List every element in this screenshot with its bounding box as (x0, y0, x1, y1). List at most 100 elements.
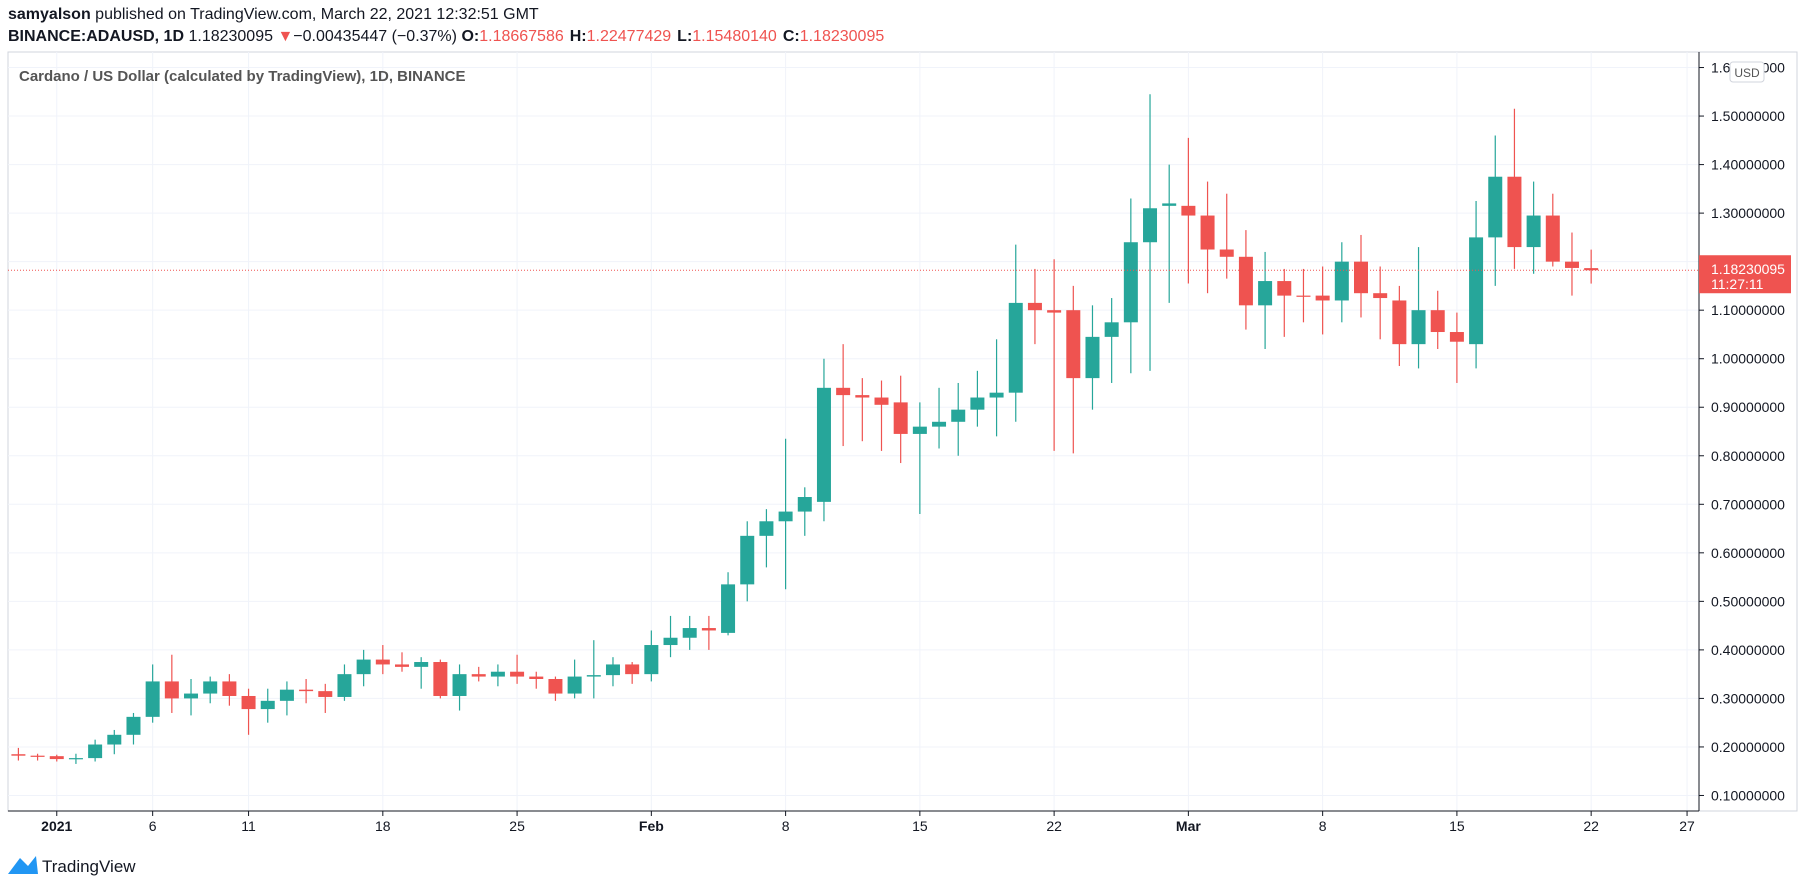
ohlc-value: 1.18667586 (479, 28, 564, 45)
candle-body (529, 676, 544, 679)
brand-logo (8, 856, 38, 874)
y-tick-label: 0.20000000 (1711, 739, 1785, 755)
candle-body (510, 671, 525, 677)
x-tick-label: 27 (1679, 818, 1695, 834)
x-tick-label: 15 (912, 818, 928, 834)
candle-body (682, 628, 697, 638)
y-tick-label: 1.00000000 (1711, 351, 1785, 367)
candle-body (567, 676, 582, 694)
brand: TradingView (42, 857, 136, 876)
candle-body (759, 521, 774, 536)
candle-body (260, 700, 275, 710)
candle-body (1027, 302, 1042, 311)
x-tick-label: 22 (1583, 818, 1599, 834)
candle-body (1545, 215, 1560, 262)
x-tick-label: 18 (375, 818, 391, 834)
candle-body (1392, 300, 1407, 345)
candle-body (1123, 242, 1138, 323)
candle-body (1085, 336, 1100, 379)
last-price-label: 1.18230095 (1711, 261, 1785, 277)
candle-body (586, 675, 601, 677)
candle-body (1430, 310, 1445, 333)
candle-body (644, 645, 659, 675)
change: −0.00435447 (−0.37%) (293, 28, 457, 45)
candle-body (414, 662, 429, 667)
candle-body (395, 664, 409, 667)
candle-body (1143, 208, 1158, 243)
ohlc-key: H: (569, 28, 587, 45)
ohlc-key: C: (782, 28, 800, 45)
candle-body (318, 691, 333, 697)
candle-body (663, 637, 678, 646)
candle-body (1334, 261, 1349, 301)
candle-body (203, 681, 218, 694)
y-tick-label: 0.60000000 (1711, 545, 1785, 561)
candle-body (1354, 261, 1368, 294)
candle-body (433, 662, 448, 696)
candle-body (88, 744, 103, 759)
currency: USD (1734, 66, 1760, 80)
candle-body (1564, 261, 1579, 268)
candle-body (30, 755, 45, 757)
candle-body (1066, 310, 1081, 379)
candle-body (452, 674, 467, 696)
candle-body (1181, 205, 1196, 216)
candle-body (932, 421, 947, 427)
candle-body (107, 734, 122, 745)
arrow: ▼ (277, 28, 294, 45)
candle-body (49, 756, 64, 760)
candle-body (605, 664, 620, 676)
candle-body (356, 659, 371, 675)
candle-body (337, 674, 352, 697)
candle-body (836, 387, 851, 396)
candle-body (625, 664, 640, 675)
candle-body (740, 535, 755, 585)
candle-body (1008, 302, 1023, 393)
candle-body (164, 681, 179, 699)
candle-body (874, 397, 889, 405)
candle-body (184, 693, 199, 699)
x-tick-label: 25 (509, 818, 525, 834)
x-tick-label: 8 (782, 818, 790, 834)
candle-body (1277, 281, 1292, 296)
candle-body (299, 689, 314, 692)
candle-body (1526, 215, 1541, 248)
countdown: 11:27:11 (1711, 276, 1764, 292)
candle-body (1047, 310, 1062, 313)
candle-body (279, 689, 294, 701)
candle-body (1296, 295, 1311, 297)
y-tick-label: 0.80000000 (1711, 448, 1785, 464)
ohlc: O:1.18667586 H:1.22477429 L:1.15480140 C:1.… (461, 28, 890, 45)
candle-body (1258, 281, 1273, 306)
y-tick-label: 0.50000000 (1711, 593, 1785, 609)
candle-body (222, 681, 237, 696)
candle-body (797, 497, 812, 512)
candle-body (816, 387, 831, 502)
candle-body (912, 426, 927, 434)
candle-body (548, 679, 563, 694)
candle-body (68, 758, 83, 760)
x-tick-label: 22 (1046, 818, 1062, 834)
chart-title: Cardano / US Dollar (calculated by Tradi… (19, 68, 465, 85)
y-tick-label: 1.10000000 (1711, 302, 1785, 318)
candle-body (1162, 203, 1177, 206)
candle-body (1373, 293, 1388, 299)
candle-body (1584, 268, 1599, 271)
candle-body (1104, 322, 1119, 337)
candle-body (970, 397, 985, 410)
x-tick-label: 8 (1319, 818, 1327, 834)
x-tick-label: Feb (639, 818, 664, 834)
y-tick-label: 1.30000000 (1711, 205, 1785, 221)
candle-body (1449, 332, 1464, 342)
candle-body (721, 584, 736, 633)
y-tick-label: 0.40000000 (1711, 642, 1785, 658)
candle-body (375, 659, 390, 665)
author: samyalson (8, 6, 91, 23)
x-tick-label: 11 (241, 818, 256, 834)
x-tick-label: 2021 (41, 818, 72, 834)
candle-body (701, 628, 716, 631)
x-tick-label: 6 (149, 818, 157, 834)
candle-body (1219, 249, 1234, 257)
